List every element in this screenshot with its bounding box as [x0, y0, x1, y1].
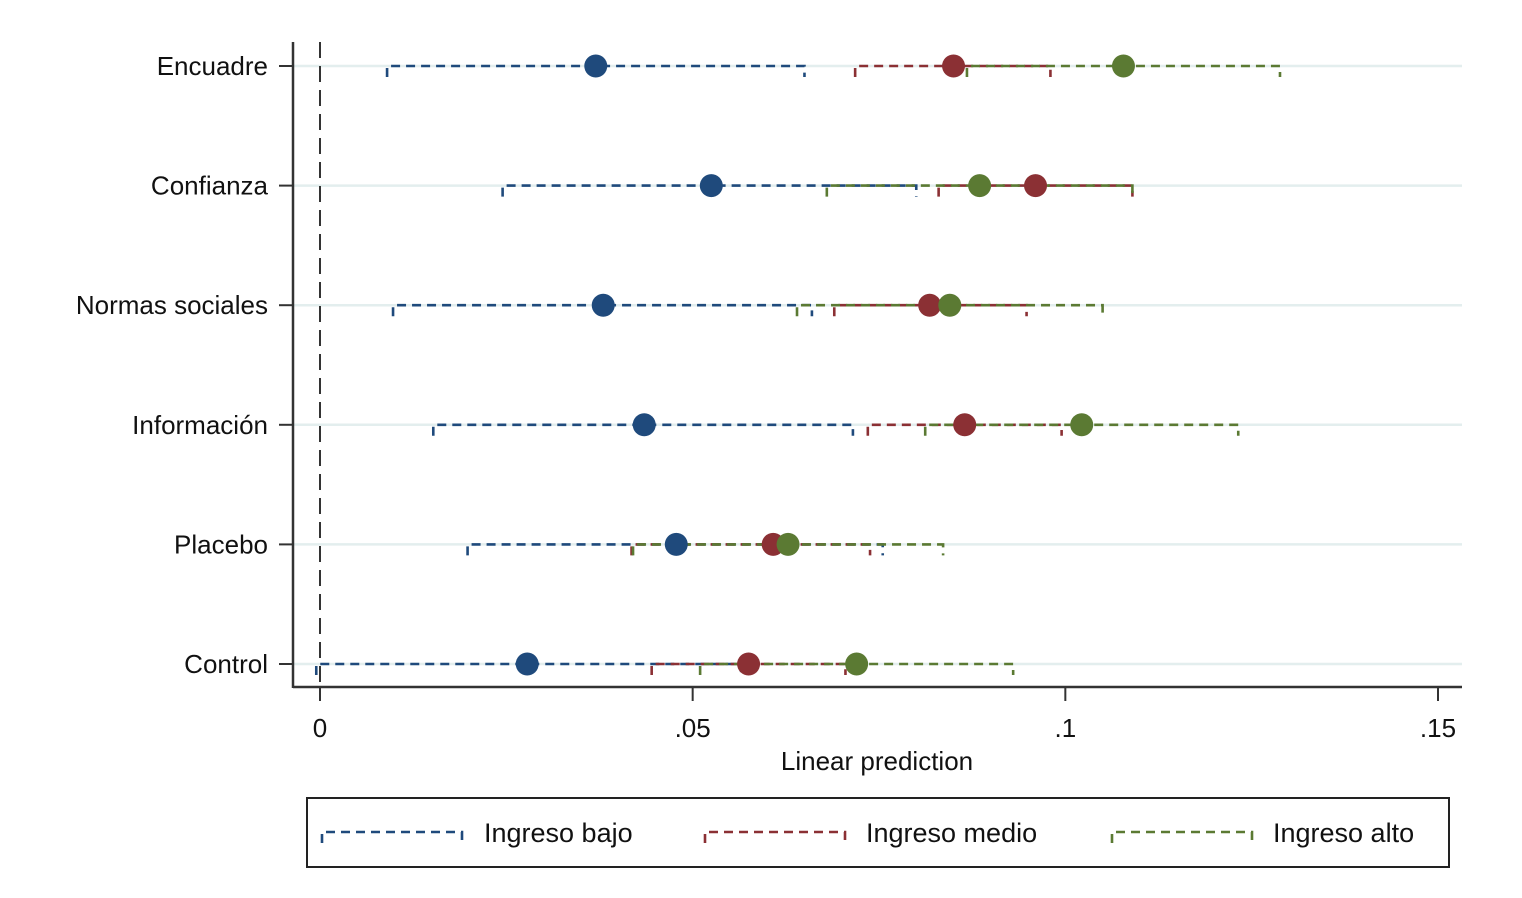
point-marker — [699, 174, 723, 198]
legend-swatch — [1110, 830, 1254, 843]
legend-swatch — [703, 830, 847, 843]
legend: Ingreso bajo Ingreso medio Ingreso alto — [306, 797, 1450, 868]
series-layer — [314, 54, 1282, 676]
y-tick-label: Información — [132, 410, 268, 440]
point-marker — [938, 293, 962, 317]
ci-bar — [431, 423, 855, 436]
point-marker — [845, 652, 869, 676]
point-marker — [1111, 54, 1135, 78]
legend-swatch — [320, 830, 464, 843]
point-marker — [515, 652, 539, 676]
point-marker — [1070, 413, 1094, 437]
point-marker — [632, 413, 656, 437]
ci-bar — [795, 303, 1104, 317]
point-marker — [942, 54, 966, 78]
series-points — [737, 54, 1048, 676]
series-points — [515, 54, 723, 676]
legend-label: Ingreso alto — [1273, 818, 1414, 848]
y-tick-label: Control — [184, 649, 268, 679]
ci-bar — [825, 184, 1134, 197]
point-marker — [584, 54, 608, 78]
ci-bar — [385, 64, 806, 77]
y-tick-label: Confianza — [151, 171, 269, 201]
y-tick-layer: Encuadre Confianza Normas sociales Informac… — [76, 51, 293, 679]
point-marker — [737, 652, 761, 676]
point-marker — [1024, 174, 1048, 198]
point-marker — [591, 293, 615, 317]
x-tick-label: .15 — [1420, 713, 1456, 743]
y-tick-label: Encuadre — [157, 51, 268, 81]
x-tick-label: 0 — [313, 713, 327, 743]
point-marker — [968, 174, 992, 198]
point-marker — [918, 293, 942, 317]
point-marker — [776, 532, 800, 556]
x-tick-layer: 0 .05 .1 .15 — [313, 687, 1456, 743]
x-axis-label: Linear prediction — [781, 746, 973, 776]
legend-box — [306, 797, 1450, 868]
y-tick-label: Normas sociales — [76, 290, 268, 320]
x-tick-label: .05 — [675, 713, 711, 743]
legend-label: Ingreso medio — [866, 818, 1037, 848]
series-points — [776, 54, 1135, 676]
y-tick-label: Placebo — [174, 529, 268, 559]
point-marker — [664, 532, 688, 556]
x-tick-label: .1 — [1054, 713, 1076, 743]
legend-label: Ingreso bajo — [484, 818, 633, 848]
point-marker — [953, 413, 977, 437]
ci-bar — [630, 543, 872, 556]
ci-bar — [391, 303, 814, 317]
